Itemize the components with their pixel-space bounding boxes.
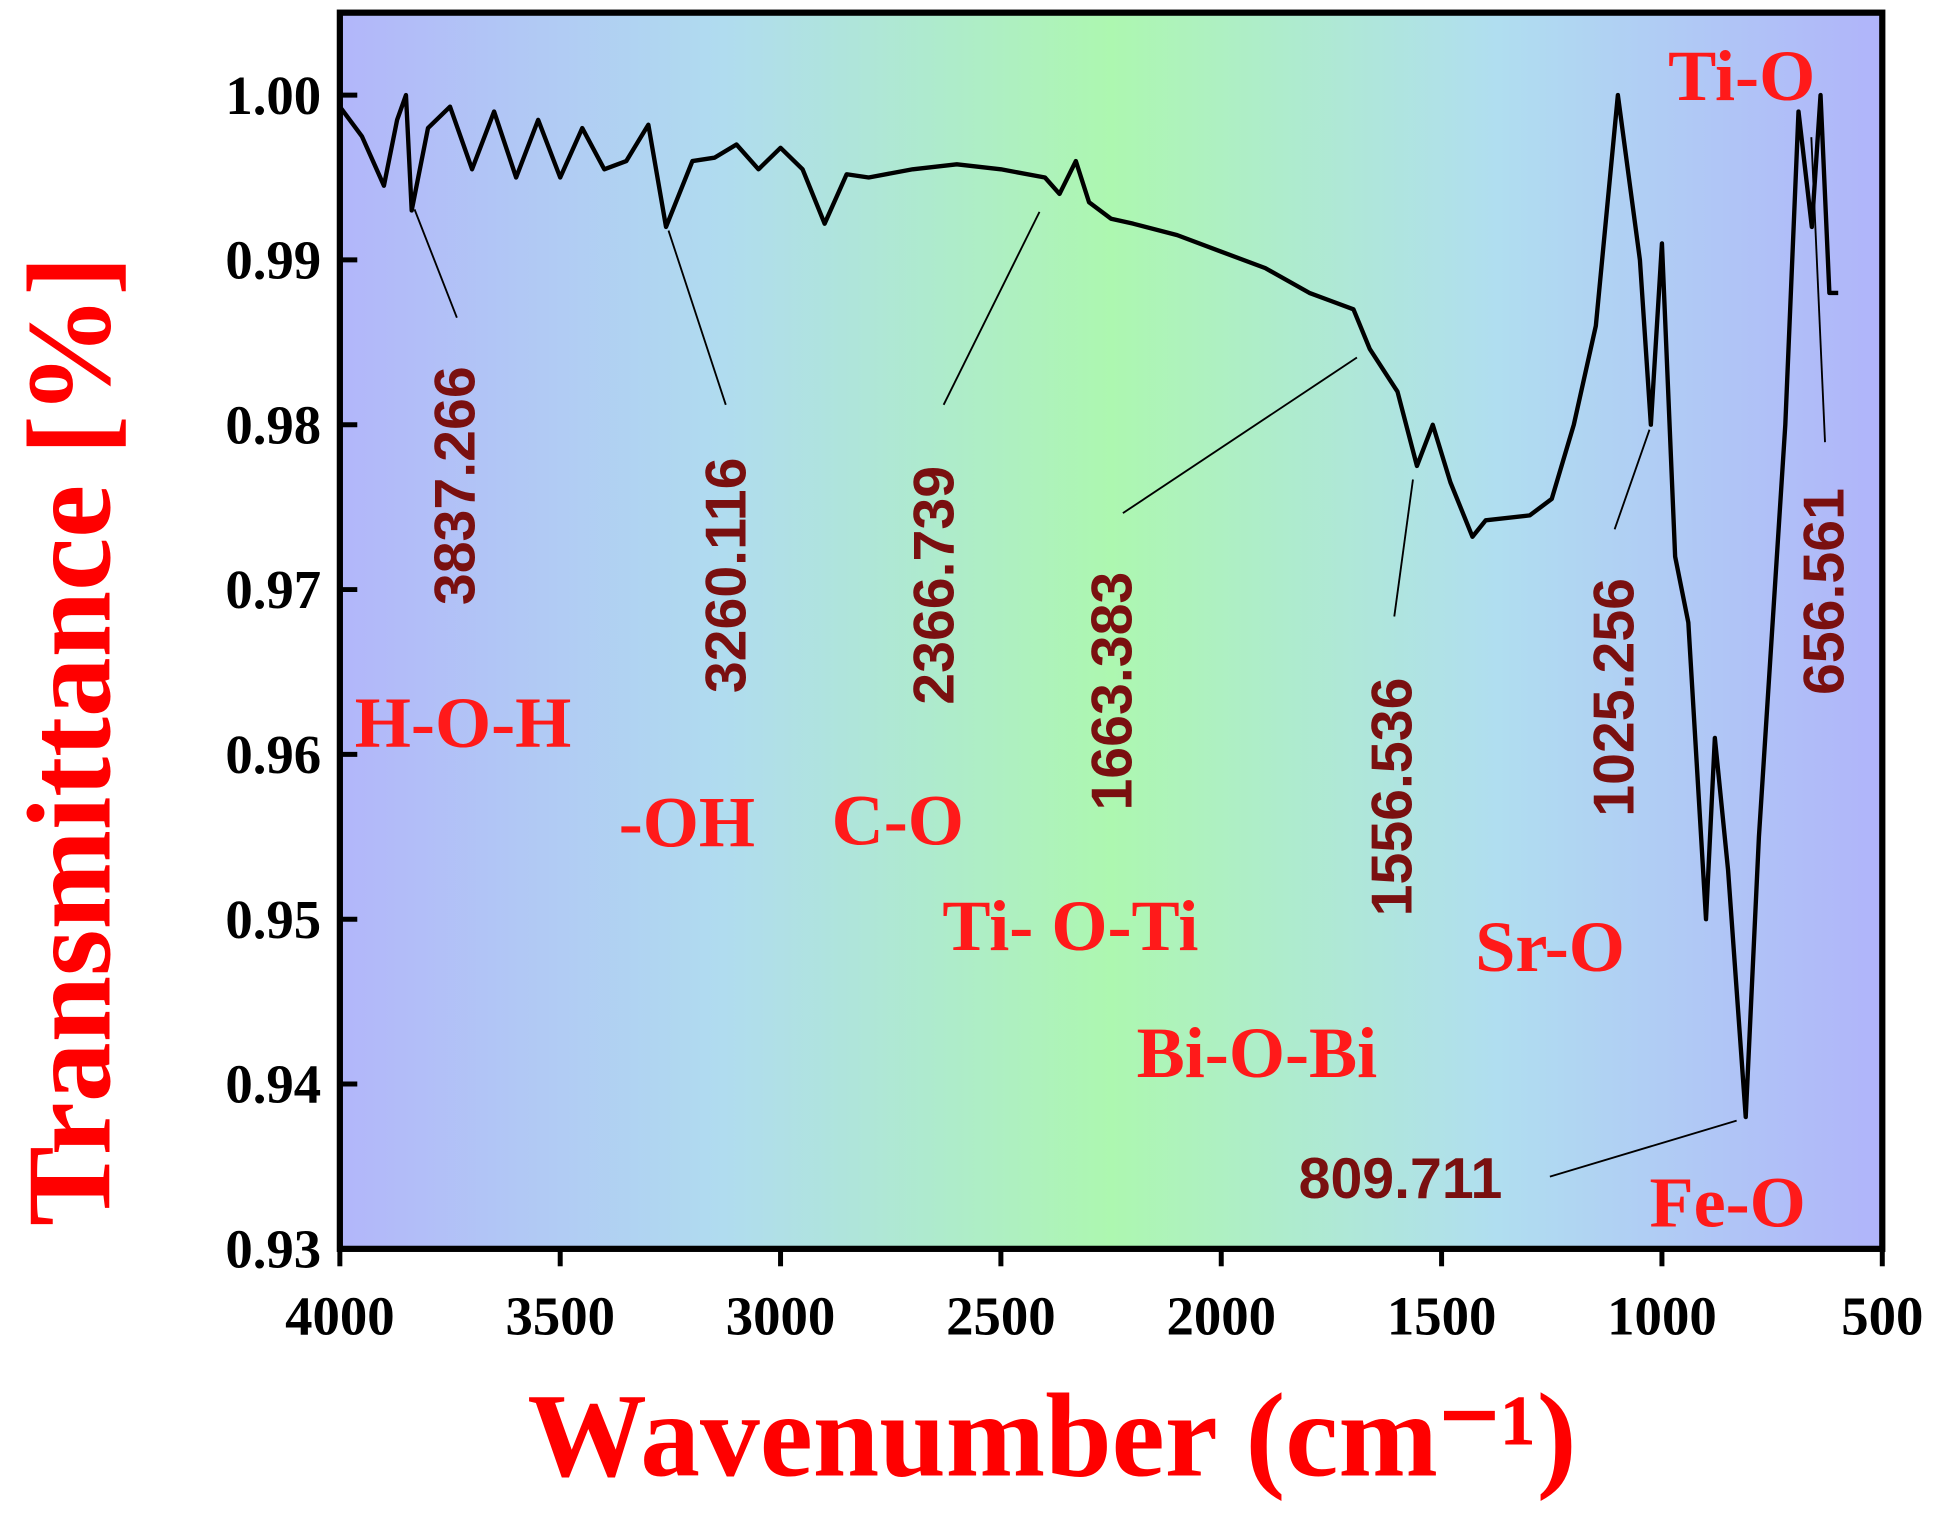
band-label: Ti- O-Ti [942, 886, 1198, 966]
spectrum-line [338, 92, 1839, 1120]
leader-line [1613, 429, 1651, 530]
x-tick-label: 2500 [946, 1286, 1056, 1347]
peak-label: 3260.116 [695, 458, 759, 694]
band-label: Ti-O [1668, 36, 1815, 116]
x-tick-label: 4000 [285, 1286, 395, 1347]
leader-line [413, 209, 458, 319]
y-tick-label: 0.97 [225, 559, 321, 620]
x-axis-title: Wavenumber (cm⁻¹) [527, 1369, 1576, 1501]
x-tick-label: 3000 [726, 1286, 836, 1347]
leader-line [1810, 137, 1826, 443]
x-tick-label: 1000 [1607, 1286, 1717, 1347]
peak-label: 656.561 [1793, 488, 1857, 695]
band-label: Fe-O [1649, 1162, 1805, 1242]
y-tick-label: 0.94 [225, 1054, 321, 1115]
leader-line [1549, 1119, 1737, 1178]
y-tick-label: 0.93 [225, 1219, 321, 1280]
x-tick-label: 2000 [1166, 1286, 1276, 1347]
y-tick-label: 1.00 [225, 65, 321, 126]
x-tick-label: 500 [1841, 1286, 1923, 1347]
x-tick-label: 1500 [1387, 1286, 1497, 1347]
peak-label: 2366.739 [903, 466, 967, 705]
band-label: Sr-O [1475, 907, 1625, 987]
y-axis-title: Transmittance [%] [4, 256, 136, 1226]
band-label: -OH [619, 783, 755, 863]
y-tick-label: 0.99 [225, 230, 321, 291]
y-tick-label: 0.95 [225, 889, 321, 950]
leader-line [667, 230, 727, 406]
peak-label: 3837.266 [423, 366, 487, 605]
leader-line [1393, 479, 1414, 617]
band-label: C-O [832, 780, 964, 860]
leader-line [1122, 356, 1358, 514]
y-tick-label: 0.96 [225, 724, 321, 785]
y-tick-label: 0.98 [225, 394, 321, 455]
band-label: Bi-O-Bi [1137, 1013, 1378, 1093]
peak-label: 1025.256 [1582, 578, 1646, 817]
peak-label: 1556.536 [1361, 678, 1425, 917]
leader-line [942, 211, 1041, 406]
peak-label: 809.711 [1299, 1147, 1503, 1211]
x-tick-label: 3500 [505, 1286, 615, 1347]
plot-frame [336, 9, 1886, 1252]
band-label: H-O-H [355, 683, 572, 763]
peak-label: 1663.383 [1081, 572, 1145, 811]
